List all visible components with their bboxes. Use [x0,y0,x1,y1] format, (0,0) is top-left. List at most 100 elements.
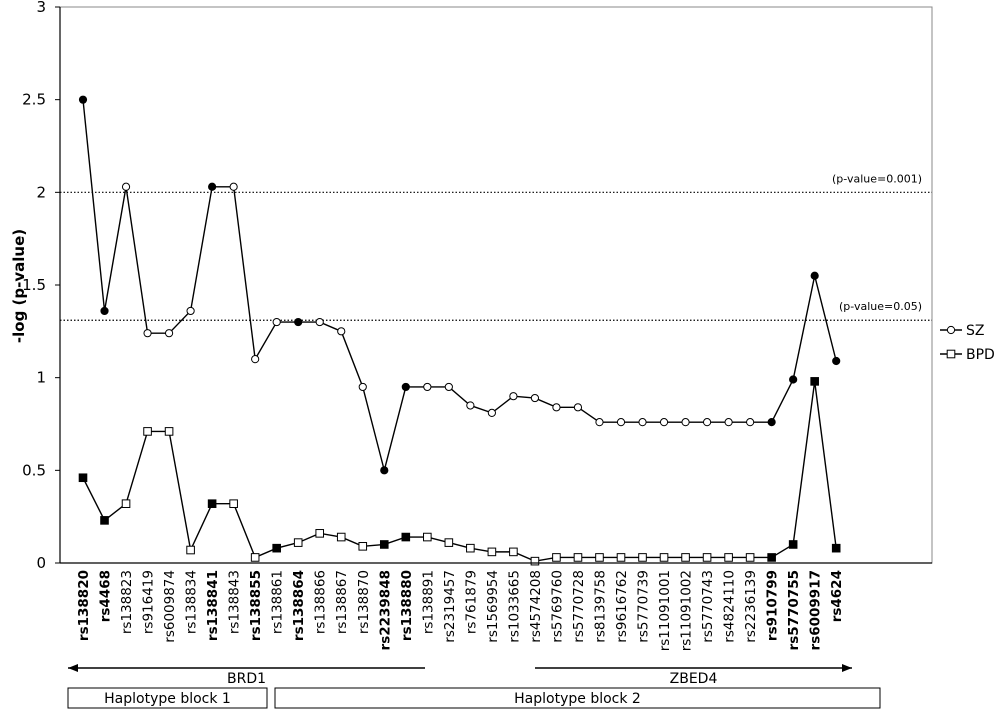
data-point-bpd [638,553,647,562]
data-point-sz [272,317,281,327]
data-point-bpd [616,553,626,562]
data-point-sz [638,418,647,427]
data-point-bpd [595,553,604,562]
x-tick-label: rs138870 [356,570,372,634]
data-point-sz [810,271,819,280]
data-point-sz [746,418,755,427]
data-point-sz [294,317,303,327]
x-tick-label: rs5770743 [700,570,716,643]
x-tick-label: rs138861 [270,570,286,634]
data-point-bpd [810,377,819,386]
data-point-bpd [121,499,131,508]
data-point-bpd [573,553,583,562]
data-point-bpd [702,553,712,562]
data-point-sz [121,182,131,191]
x-tick-label: rs5770755 [786,570,802,650]
data-point-sz [702,418,712,427]
haplotype-block-box [67,687,268,709]
legend: SZ BPD [940,323,995,363]
x-tick-label: rs5769760 [549,570,565,643]
x-tick-label: rs4574208 [528,570,544,643]
data-point-sz [509,392,518,401]
data-point-sz [552,403,561,412]
y-tick-label: 2.5 [22,91,46,109]
x-tick-label: rs6009874 [162,570,178,643]
data-point-sz [573,403,583,412]
y-axis-title: -log (p-value) [10,229,28,343]
data-point-bpd [444,538,454,547]
x-tick-label: rs4824110 [722,570,738,643]
series-lines [82,99,837,562]
data-point-bpd [552,553,561,562]
x-tick-label: rs138864 [291,570,307,641]
data-point-sz [100,306,109,316]
x-tick-label: rs138843 [227,570,243,634]
x-tick-label: rs2236139 [743,570,759,643]
data-point-sz [423,382,432,392]
series-line-bpd [82,381,837,562]
y-tick-label: 1.5 [22,276,46,294]
data-point-sz [380,466,389,475]
data-point-bpd [293,538,303,547]
legend-label: SZ [966,323,984,339]
data-point-sz [616,418,626,427]
data-point-bpd [379,540,389,549]
data-point-bpd [788,540,798,549]
data-point-bpd [164,427,174,436]
y-tick-label: 3 [36,0,46,16]
x-tick-label: rs138866 [313,570,329,634]
data-point-sz [78,95,88,104]
threshold-lines: (p-value=0.001) (p-value=0.05) [60,172,932,321]
data-point-bpd [466,543,475,553]
arrow-right-icon [842,664,852,672]
x-tick-label: rs138880 [399,570,415,641]
data-point-bpd [659,553,669,562]
data-point-bpd [423,532,432,542]
haplotype-block-label: Haplotype block 2 [514,691,641,707]
y-axis: 0 0.5 1 1.5 2 2.5 3 [22,0,61,572]
data-point-sz [832,356,841,366]
x-tick-label: rs11091002 [679,570,695,651]
series-markers [78,95,841,566]
data-point-bpd [186,545,195,555]
data-point-bpd [207,499,217,508]
data-point-sz [164,329,174,338]
x-tick-label: rs4624 [829,570,845,622]
haplotype-block-box [274,687,881,709]
x-tick-label: rs138867 [334,570,350,634]
x-tick-label: rs138820 [76,570,92,641]
data-point-sz [208,182,217,191]
data-point-sz [337,327,346,336]
data-point-bpd [78,473,88,483]
data-point-bpd [530,556,540,566]
x-tick-label: rs8139758 [592,570,608,643]
gene-region-label: BRD1 [227,671,266,687]
x-tick-label: rs2319457 [442,570,458,643]
x-tick-label: rs1569954 [485,570,501,643]
data-point-sz [595,418,604,427]
x-tick-label: rs6009917 [808,570,824,650]
y-tick-label: 1 [36,369,46,387]
x-axis: rs138820 rs4468 rs138823 rs916419 rs6009874 r… [60,562,932,651]
data-point-bpd [229,499,238,508]
x-tick-label: rs5770739 [636,570,652,643]
x-tick-label: rs1033665 [506,570,522,643]
data-point-sz [487,408,496,417]
series-line-sz [82,99,837,471]
data-point-sz [229,182,238,191]
y-tick-label: 2 [36,183,46,201]
x-tick-label: rs138823 [119,570,135,634]
data-point-bpd [143,427,152,436]
y-tick-label: 0 [36,554,46,572]
data-point-sz [444,382,453,392]
data-point-bpd [681,553,690,562]
legend-marker [946,349,956,359]
x-tick-label: rs761879 [463,570,479,634]
data-point-bpd [724,553,733,562]
data-point-bpd [487,547,497,557]
data-point-bpd [745,553,755,562]
data-point-bpd [272,543,281,553]
data-point-bpd [401,532,411,542]
data-point-sz [143,329,152,338]
data-point-sz [530,393,540,403]
